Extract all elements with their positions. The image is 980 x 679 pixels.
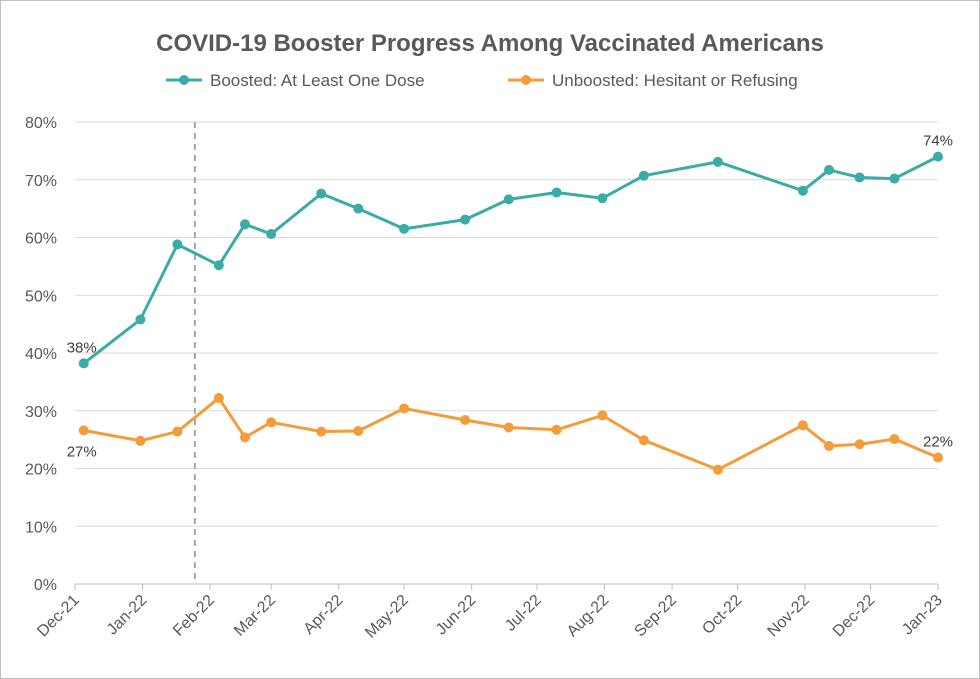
y-tick-label: 40% (25, 346, 57, 363)
data-label: 27% (67, 443, 97, 460)
data-labels: 38% 74% 27% 22% (67, 133, 953, 461)
data-point (239, 219, 250, 230)
x-tick-label: Sep-22 (631, 592, 680, 641)
x-tick-label: Jan-23 (899, 592, 946, 639)
data-point (353, 203, 364, 214)
data-point (135, 314, 146, 325)
data-point (503, 194, 514, 205)
legend-swatch-marker (521, 75, 531, 85)
data-point (503, 422, 514, 433)
data-point (797, 185, 808, 196)
y-tick-label: 80% (25, 115, 57, 132)
x-tick-label: Oct-22 (699, 592, 745, 638)
legend: Boosted: At Least One Dose Unboosted: Hes… (166, 71, 798, 90)
data-label: 22% (923, 434, 953, 451)
data-point (638, 170, 649, 181)
y-tick-label: 30% (25, 404, 57, 421)
data-point (597, 193, 608, 204)
data-point (824, 440, 835, 451)
data-point (213, 260, 224, 271)
data-point (824, 164, 835, 175)
y-tick-label: 20% (25, 462, 57, 479)
x-tick-label: Jul-22 (502, 592, 545, 635)
series-line (83, 396, 939, 472)
x-tick-label: Dec-21 (34, 592, 83, 641)
data-point (889, 173, 900, 184)
data-point (266, 229, 277, 240)
gridlines (75, 121, 938, 527)
data-point (889, 434, 900, 445)
data-point (854, 439, 865, 450)
x-tick-label: Nov-22 (764, 592, 813, 641)
y-axis: 0% 10% 20% 30% 40% 50% 60% 70% 80% (25, 115, 57, 594)
y-tick-label: 70% (25, 173, 57, 190)
data-point (78, 425, 89, 436)
data-point (353, 425, 364, 436)
x-tick-label: Jun-22 (433, 592, 480, 639)
data-point (797, 420, 808, 431)
data-point (399, 223, 410, 234)
y-tick-label: 60% (25, 231, 57, 248)
data-label: 74% (923, 133, 953, 150)
data-point (316, 188, 327, 199)
x-tick-label: Dec-22 (830, 592, 879, 641)
data-point (551, 187, 562, 198)
data-point (460, 214, 471, 225)
data-point (266, 417, 277, 428)
data-point (316, 426, 327, 437)
y-tick-label: 50% (25, 288, 57, 305)
data-point (933, 452, 943, 463)
data-point (135, 435, 146, 446)
x-tick-label: May-22 (362, 592, 412, 642)
y-tick-label: 0% (34, 577, 57, 594)
data-point (78, 358, 89, 369)
data-point (854, 172, 865, 183)
data-point (597, 410, 608, 421)
series-line (82, 155, 939, 365)
data-point (399, 403, 410, 414)
legend-label: Unboosted: Hesitant or Refusing (552, 71, 798, 90)
series-layer (78, 151, 943, 475)
data-point (933, 151, 943, 162)
x-axis: Dec-21 Jan-22 Feb-22 Mar-22 Apr-22 May-22 Jun-… (34, 583, 946, 642)
legend-swatch-marker (179, 75, 189, 85)
x-tick-label: Apr-22 (301, 592, 347, 638)
x-tick-label: Jan-22 (104, 592, 151, 639)
data-label: 38% (67, 339, 97, 356)
y-tick-label: 10% (25, 519, 57, 536)
data-point (638, 435, 649, 446)
data-point (712, 156, 723, 167)
chart-title: COVID-19 Booster Progress Among Vaccinat… (156, 30, 824, 57)
data-point (213, 393, 224, 404)
legend-label: Boosted: At Least One Dose (210, 71, 425, 90)
data-point (239, 432, 250, 443)
data-point (551, 424, 562, 435)
data-point (712, 464, 723, 475)
data-point (172, 426, 183, 437)
x-tick-label: Mar-22 (231, 592, 279, 640)
x-tick-label: Feb-22 (170, 592, 218, 640)
data-point (460, 414, 471, 425)
data-point (172, 239, 183, 250)
x-tick-label: Aug-22 (564, 592, 613, 641)
